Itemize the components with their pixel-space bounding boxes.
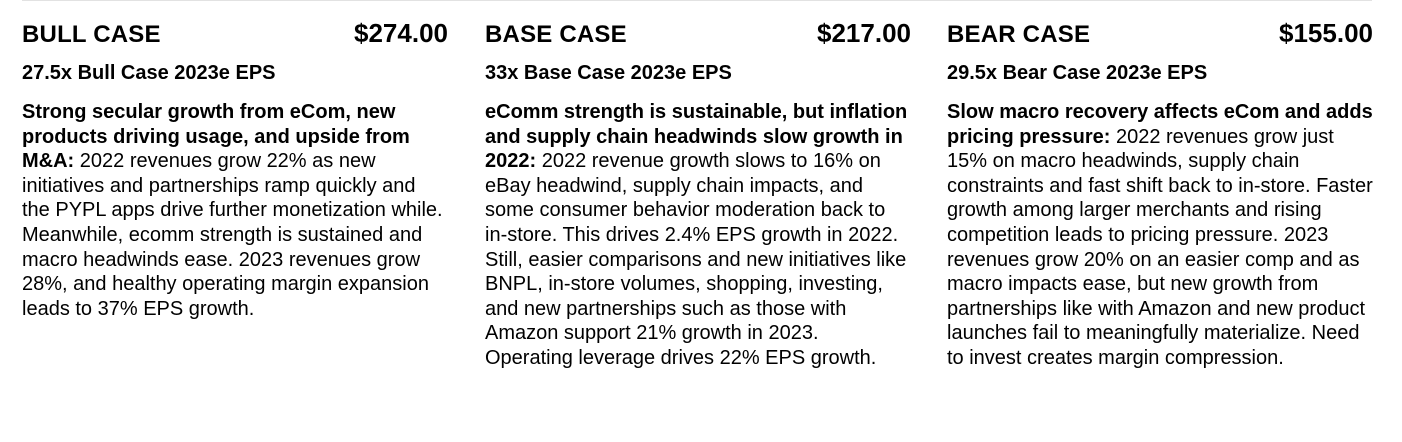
case-price: $217.00 <box>817 18 911 48</box>
case-body: Strong secular growth from eCom, new pro… <box>22 100 448 321</box>
case-header: BASE CASE $217.00 <box>485 18 911 56</box>
case-column: BASE CASE $217.00 33x Base Case 2023e EP… <box>485 18 911 371</box>
case-title: BULL CASE <box>22 21 161 48</box>
case-title: BEAR CASE <box>947 21 1091 48</box>
case-title: BASE CASE <box>485 21 627 48</box>
case-lead: Slow macro recovery affects eCom and add… <box>947 101 1373 148</box>
case-body: eComm strength is sustainable, but infla… <box>485 100 911 371</box>
divider <box>22 0 1372 1</box>
case-header: BEAR CASE $155.00 <box>947 18 1373 56</box>
case-subtitle: 27.5x Bull Case 2023e EPS <box>22 62 276 84</box>
case-subtitle: 33x Base Case 2023e EPS <box>485 62 732 84</box>
case-price: $155.00 <box>1279 18 1373 48</box>
case-lead: eComm strength is sustainable, but infla… <box>485 101 908 173</box>
case-lead: Strong secular growth from eCom, new pro… <box>22 101 410 173</box>
case-body: Slow macro recovery affects eCom and add… <box>947 100 1373 371</box>
case-header: BULL CASE $274.00 <box>22 18 448 56</box>
case-text: 2022 revenues grow just 15% on macro hea… <box>947 125 1373 369</box>
case-subtitle: 29.5x Bear Case 2023e EPS <box>947 62 1208 84</box>
case-text: 2022 revenues grow 22% as new initiative… <box>22 150 443 320</box>
case-column: BEAR CASE $155.00 29.5x Bear Case 2023e … <box>947 18 1373 371</box>
case-text: 2022 revenue growth slows to 16% on eBay… <box>485 150 907 369</box>
case-column: BULL CASE $274.00 27.5x Bull Case 2023e … <box>22 18 448 321</box>
case-price: $274.00 <box>354 18 448 48</box>
